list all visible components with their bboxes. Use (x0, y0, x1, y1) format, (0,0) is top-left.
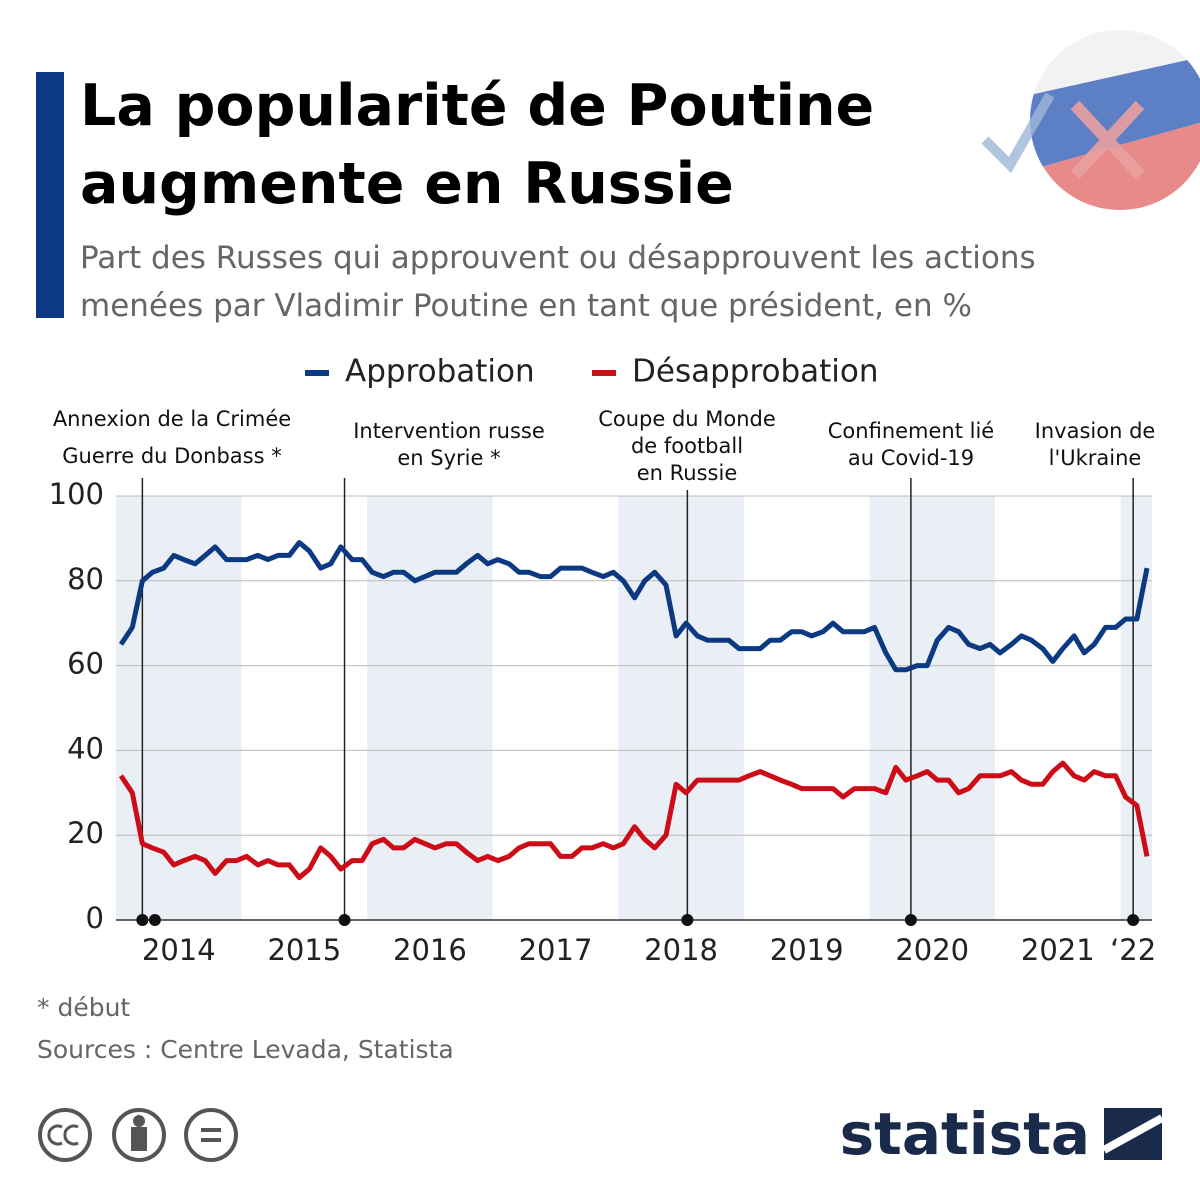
y-tick-label: 100 (49, 477, 104, 511)
y-tick-label: 40 (67, 731, 104, 765)
annotation-label: de football (631, 434, 743, 458)
annotation-label: en Syrie * (397, 446, 500, 470)
chart-title: augmente en Russie (80, 151, 734, 217)
y-tick-label: 20 (67, 816, 104, 850)
x-tick-label: 2016 (393, 933, 467, 967)
annotation-label: Guerre du Donbass * (62, 444, 281, 468)
brand: statista (840, 1100, 1090, 1168)
event-dot (338, 914, 351, 926)
chart-subtitle: Part des Russes qui approuvent ou désapp… (80, 240, 1036, 276)
x-tick-label: 2018 (644, 933, 718, 967)
event-dot (1127, 914, 1140, 926)
license-icons (38, 1108, 238, 1162)
x-tick-label: 2019 (770, 933, 844, 967)
year-band (116, 496, 242, 920)
annotation-label: l'Ukraine (1049, 446, 1142, 470)
annotation-label: au Covid-19 (848, 446, 974, 470)
x-tick-label: ‘22 (1110, 933, 1156, 967)
annotation-label: en Russie (637, 461, 738, 485)
event-dot (148, 914, 161, 926)
x-tick-label: 2015 (267, 933, 341, 967)
annotation-label: Coupe du Monde (598, 407, 776, 431)
series-line (118, 540, 1150, 673)
x-tick-label: 2017 (519, 933, 593, 967)
year-band (367, 496, 493, 920)
year-band (1120, 496, 1152, 920)
accent-bar (36, 72, 64, 318)
year-band (869, 496, 996, 920)
series-line (118, 760, 1150, 881)
x-tick-label: 2020 (895, 933, 969, 967)
brand-icon (1102, 1108, 1164, 1160)
y-tick-label: 80 (67, 562, 104, 596)
legend-label: Désapprobation (632, 354, 879, 390)
y-tick-label: 60 (67, 647, 104, 681)
source: Sources : Centre Levada, Statista (37, 1035, 454, 1064)
event-dot (681, 914, 694, 926)
annotation-label: Annexion de la Crimée (53, 407, 291, 431)
event-dot (904, 914, 917, 926)
annotation-label: Confinement lié (828, 419, 994, 443)
annotation-label: Intervention russe (353, 419, 545, 443)
x-tick-label: 2021 (1021, 933, 1095, 967)
chart-title: La popularité de Poutine (80, 73, 874, 139)
event-dot (136, 914, 149, 926)
chart-subtitle: menées par Vladimir Poutine en tant que … (80, 288, 972, 324)
annotation-label: Invasion de (1035, 419, 1156, 443)
year-band (618, 496, 744, 920)
x-tick-label: 2014 (142, 933, 216, 967)
y-tick-label: 0 (86, 901, 104, 935)
legend-label: Approbation (345, 354, 535, 390)
flag-icon (981, 30, 1200, 210)
footnote: * début (37, 993, 130, 1022)
